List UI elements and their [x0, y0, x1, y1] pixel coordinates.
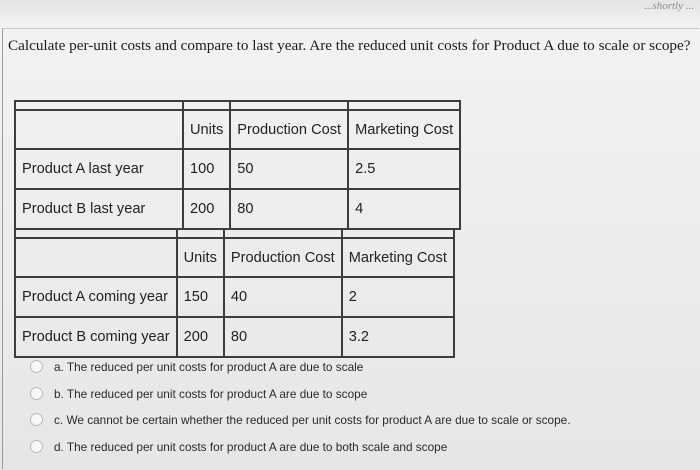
header-marketing-cost: Marketing Cost [340, 237, 455, 278]
production-cost-value: 80 [222, 316, 343, 358]
production-cost-value: 40 [222, 276, 343, 318]
units-value: 200 [181, 188, 232, 230]
table-row: Product B last year 200 80 4 [14, 188, 462, 230]
option-label: d. The reduced per unit costs for produc… [54, 439, 448, 454]
answer-options: a. The reduced per unit costs for produc… [30, 358, 571, 464]
units-value: 100 [181, 148, 232, 190]
production-cost-value: 50 [229, 148, 350, 190]
table-last-year: Units Production Cost Marketing Cost Pro… [14, 100, 462, 230]
option-c[interactable]: c. We cannot be certain whether the redu… [30, 411, 571, 438]
marketing-cost-value: 3.2 [340, 316, 455, 358]
marketing-cost-value: 2 [340, 276, 455, 318]
table-row: Product A coming year 150 40 2 [14, 276, 455, 318]
production-cost-value: 80 [229, 188, 350, 230]
header-units: Units [175, 237, 225, 278]
marketing-cost-value: 4 [347, 188, 462, 230]
header-cell-blank [14, 109, 184, 150]
option-b[interactable]: b. The reduced per unit costs for produc… [30, 385, 571, 412]
row-label: Product B last year [14, 188, 184, 230]
table-spacer-row [14, 228, 455, 239]
table-row: Product B coming year 200 80 3.2 [14, 316, 455, 358]
option-label: c. We cannot be certain whether the redu… [54, 413, 571, 427]
units-value: 150 [175, 276, 225, 318]
radio-button[interactable] [30, 386, 43, 400]
question-container [2, 28, 699, 469]
table-header-row: Units Production Cost Marketing Cost [14, 237, 455, 278]
header-cell-blank [14, 237, 178, 278]
header-production-cost: Production Cost [222, 237, 343, 278]
radio-button[interactable] [30, 439, 43, 453]
option-label: a. The reduced per unit costs for produc… [54, 360, 364, 374]
question-text: Calculate per-unit costs and compare to … [8, 37, 691, 54]
table-row: Product A last year 100 50 2.5 [14, 148, 462, 190]
units-value: 200 [175, 316, 225, 358]
table-spacer-row [14, 100, 462, 111]
table-header-row: Units Production Cost Marketing Cost [14, 109, 462, 150]
header-units: Units [181, 109, 232, 150]
row-label: Product A last year [14, 148, 184, 190]
header-production-cost: Production Cost [229, 109, 350, 150]
table-coming-year: Units Production Cost Marketing Cost Pro… [14, 228, 455, 358]
row-label: Product B coming year [14, 316, 178, 358]
top-strip: ...shortly ... [0, 0, 700, 20]
header-marketing-cost: Marketing Cost [347, 109, 462, 150]
radio-button[interactable] [30, 360, 43, 373]
radio-button[interactable] [30, 413, 43, 426]
row-label: Product A coming year [14, 276, 178, 318]
option-d[interactable]: d. The reduced per unit costs for produc… [30, 438, 571, 465]
option-a[interactable]: a. The reduced per unit costs for produc… [30, 358, 571, 385]
marketing-cost-value: 2.5 [347, 148, 462, 190]
cropped-header-text: ...shortly ... [644, 0, 694, 12]
option-label: b. The reduced per unit costs for produc… [54, 386, 368, 401]
